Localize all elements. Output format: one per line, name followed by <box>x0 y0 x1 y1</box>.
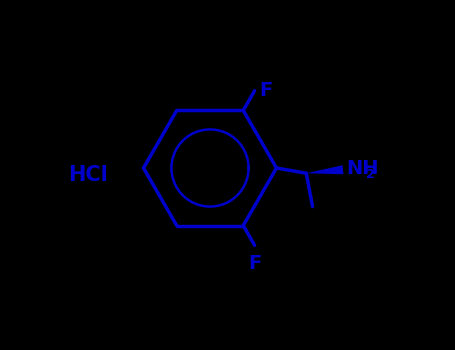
Text: 2: 2 <box>366 168 375 181</box>
Polygon shape <box>306 165 344 174</box>
Text: F: F <box>259 81 272 100</box>
Text: HCl: HCl <box>68 165 107 185</box>
Text: F: F <box>248 254 261 273</box>
Text: NH: NH <box>346 159 378 177</box>
